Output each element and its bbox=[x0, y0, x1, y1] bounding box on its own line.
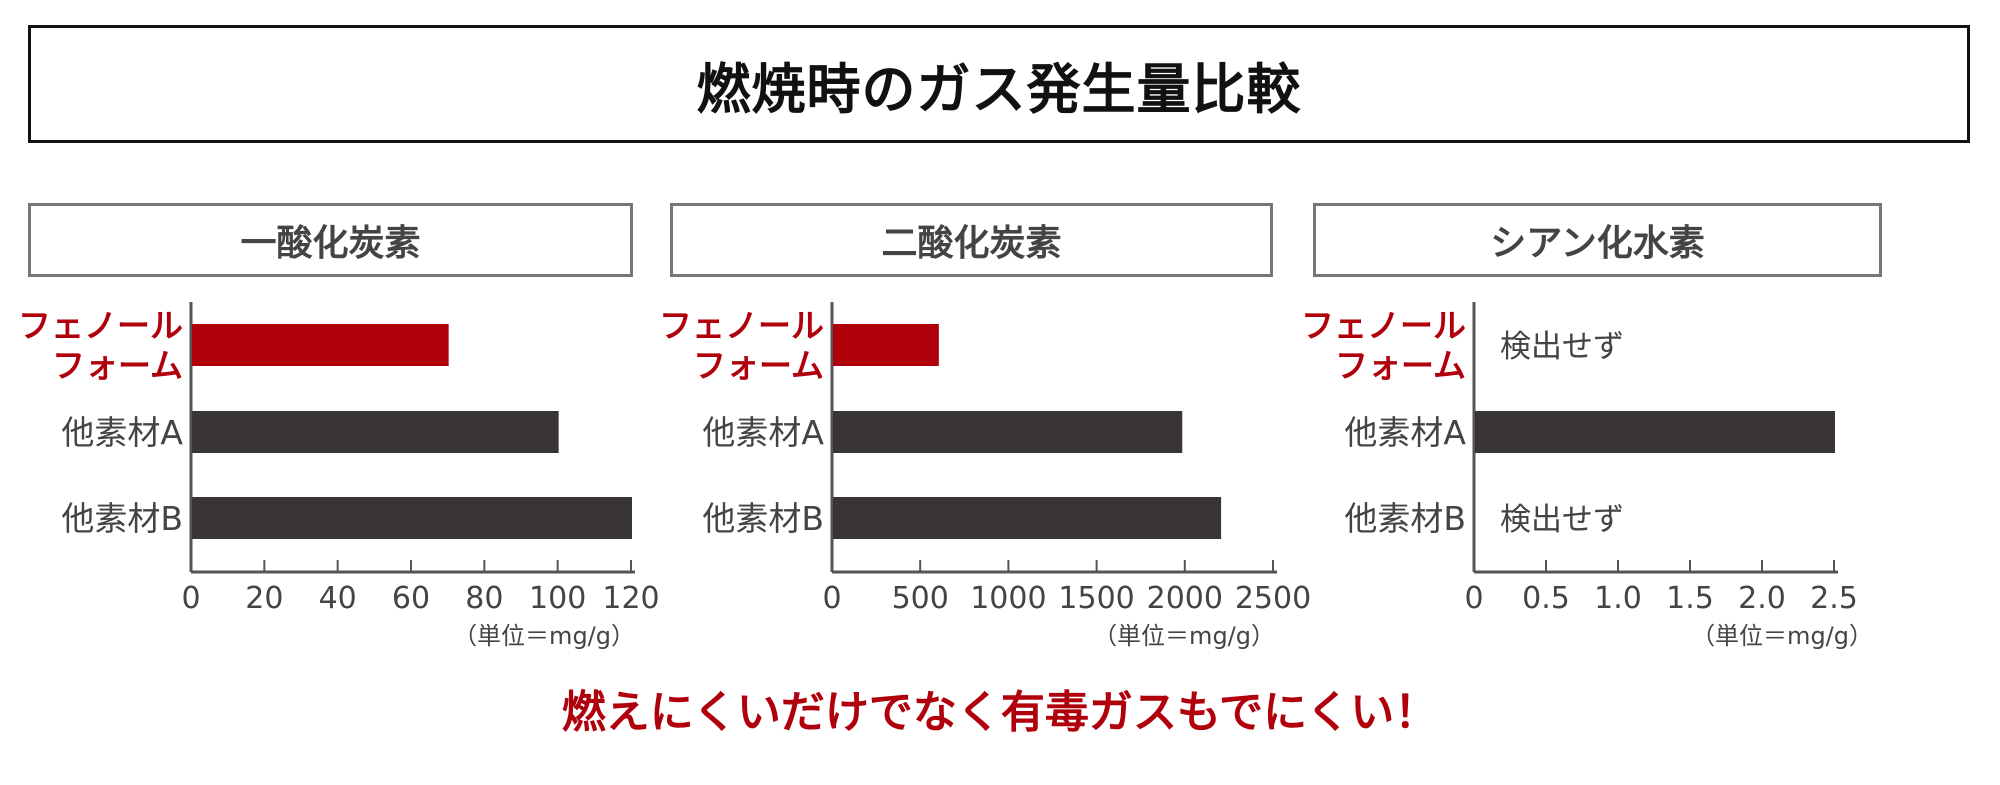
x-tick-label: 2500 bbox=[1235, 581, 1311, 616]
x-tick-label: 40 bbox=[319, 581, 357, 616]
panel-title-hcn: シアン化水素 bbox=[1313, 203, 1882, 277]
unit-label: （単位＝mg/g） bbox=[453, 622, 635, 650]
panel-title-text: 一酸化炭素 bbox=[240, 223, 421, 264]
x-tick-label: 1000 bbox=[970, 581, 1046, 616]
x-tick-label: 0 bbox=[1464, 581, 1483, 616]
category-label: 他素材A bbox=[702, 413, 824, 452]
x-tick-label: 80 bbox=[465, 581, 503, 616]
category-label: 他素材A bbox=[1344, 413, 1466, 452]
tagline: 燃えにくいだけでなく有毒ガスもでにくい！ bbox=[561, 687, 1439, 738]
bar bbox=[1475, 411, 1835, 453]
category-label: フォーム bbox=[1335, 346, 1466, 385]
unit-label: （単位＝mg/g） bbox=[1691, 622, 1873, 650]
bar bbox=[192, 497, 632, 539]
bar bbox=[833, 324, 939, 366]
category-label: フェノール bbox=[659, 306, 824, 345]
x-tick-label: 2.5 bbox=[1810, 581, 1858, 616]
x-tick-label: 1.0 bbox=[1594, 581, 1642, 616]
unit-label: （単位＝mg/g） bbox=[1093, 622, 1275, 650]
x-tick-label: 0 bbox=[822, 581, 841, 616]
bar bbox=[192, 411, 559, 453]
category-label: フォーム bbox=[693, 346, 824, 385]
x-tick-label: 100 bbox=[529, 581, 586, 616]
panel-title-co2: 二酸化炭素 bbox=[670, 203, 1273, 277]
panel-title-text: シアン化水素 bbox=[1490, 223, 1705, 264]
x-tick-label: 120 bbox=[602, 581, 659, 616]
x-tick-label: 1.5 bbox=[1666, 581, 1714, 616]
category-label: 他素材A bbox=[61, 413, 183, 452]
panel-title-text: 二酸化炭素 bbox=[881, 223, 1062, 264]
panel-title-co: 一酸化炭素 bbox=[28, 203, 633, 277]
x-tick-label: 1500 bbox=[1058, 581, 1134, 616]
value-text: 検出せず bbox=[1500, 502, 1624, 538]
x-tick-label: 0.5 bbox=[1522, 581, 1570, 616]
x-tick-label: 60 bbox=[392, 581, 430, 616]
chart-title-box: 燃焼時のガス発生量比較 bbox=[28, 25, 1970, 143]
chart-title: 燃焼時のガス発生量比較 bbox=[696, 57, 1302, 121]
bar bbox=[192, 324, 449, 366]
category-label: 他素材B bbox=[1344, 499, 1466, 538]
x-tick-label: 2.0 bbox=[1738, 581, 1786, 616]
category-label: フェノール bbox=[1301, 306, 1466, 345]
x-tick-label: 500 bbox=[892, 581, 949, 616]
x-tick-label: 0 bbox=[181, 581, 200, 616]
category-label: フォーム bbox=[52, 346, 183, 385]
x-tick-label: 20 bbox=[245, 581, 283, 616]
x-tick-label: 2000 bbox=[1147, 581, 1223, 616]
category-label: 他素材B bbox=[61, 499, 183, 538]
bar bbox=[833, 411, 1183, 453]
category-label: 他素材B bbox=[702, 499, 824, 538]
category-label: フェノール bbox=[18, 306, 183, 345]
bar bbox=[833, 497, 1222, 539]
value-text: 検出せず bbox=[1500, 329, 1624, 365]
